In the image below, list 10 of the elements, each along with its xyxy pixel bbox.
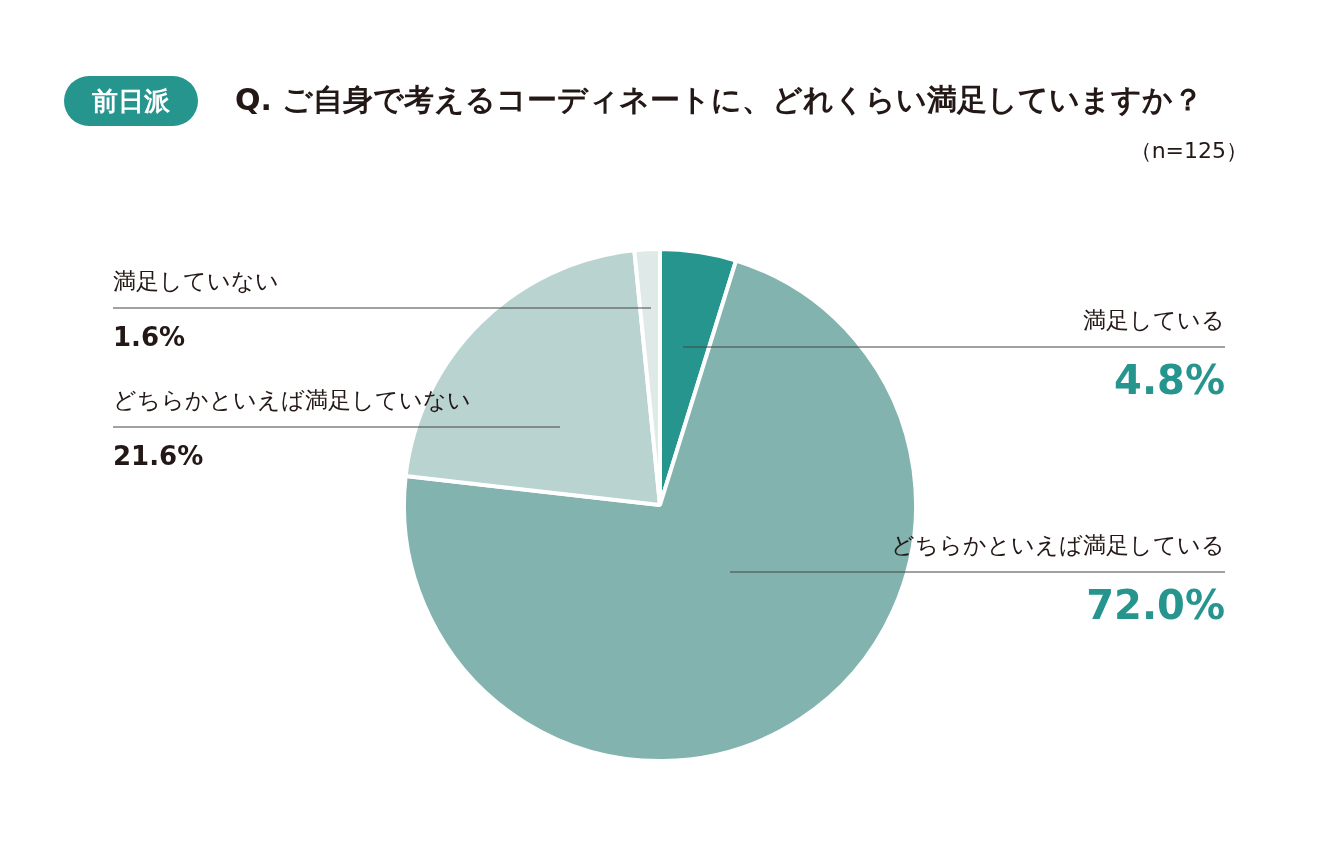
text: （n=125） — [1129, 137, 1248, 165]
data-label: 72.0% — [1086, 582, 1225, 629]
slice-label: 満足していない — [113, 267, 279, 294]
data-label: 1.6% — [113, 321, 186, 352]
slice-label: どちらかといえば満足していない — [113, 386, 471, 413]
data-label: 4.8% — [1114, 357, 1225, 404]
chart-title: Q. ご自身で考えるコーディネートに、どれくらい満足していますか？ — [235, 81, 1204, 119]
chart-subtitle: 前日派 — [64, 76, 198, 126]
slice-label: 満足している — [1083, 306, 1225, 333]
data-label: 21.6% — [113, 440, 204, 471]
